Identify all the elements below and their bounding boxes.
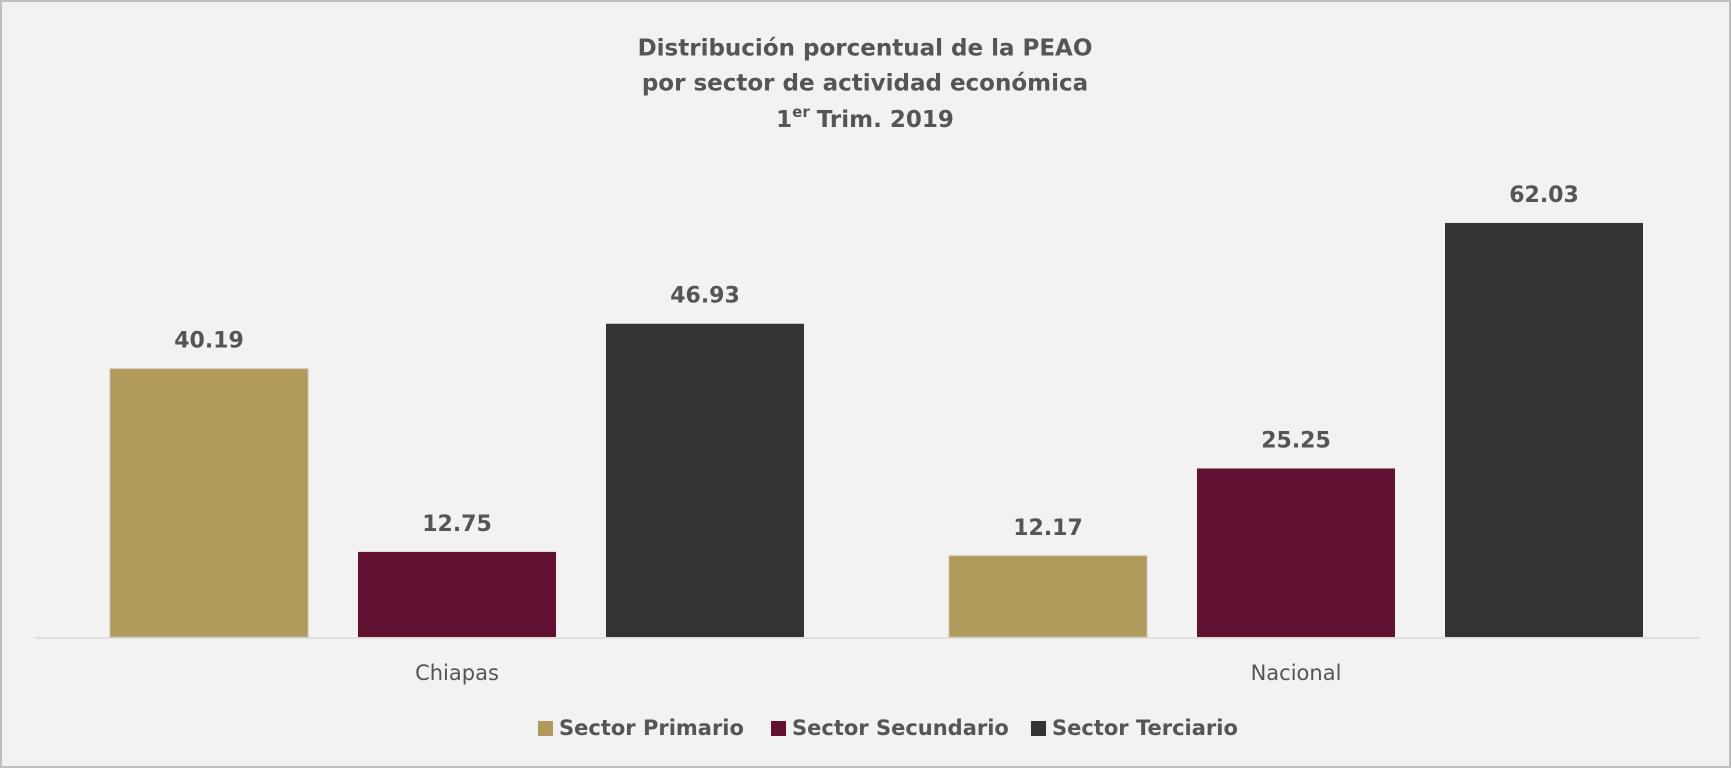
data-label: 12.17 [1013,516,1083,541]
chart-title: Distribución porcentual de la PEAO [638,36,1093,62]
title-part: 1 [776,107,792,133]
bar [1445,222,1643,637]
bar [948,555,1148,638]
legend-swatch [771,721,786,736]
bar [358,551,556,637]
title-part: Trim. 2019 [817,107,954,133]
legend-label: Sector Secundario [792,716,1009,740]
data-label: 40.19 [174,329,244,354]
data-label: 12.75 [422,512,492,537]
legend-label: Sector Terciario [1052,716,1238,740]
x-tick-label: Nacional [1251,661,1342,685]
title-superscript: er [792,103,810,121]
bar [109,368,309,638]
data-label: 25.25 [1261,428,1331,453]
data-label: 62.03 [1509,183,1579,208]
legend-swatch [1031,721,1046,736]
data-label: 46.93 [670,284,740,309]
bar [606,323,804,637]
legend-label: Sector Primario [559,716,744,740]
x-tick-label: Chiapas [415,661,499,685]
bar [1197,468,1395,637]
chart-title: 1er Trim. 2019 [776,103,954,133]
legend-swatch [538,721,553,736]
chart-title: por sector de actividad económica [642,71,1088,97]
